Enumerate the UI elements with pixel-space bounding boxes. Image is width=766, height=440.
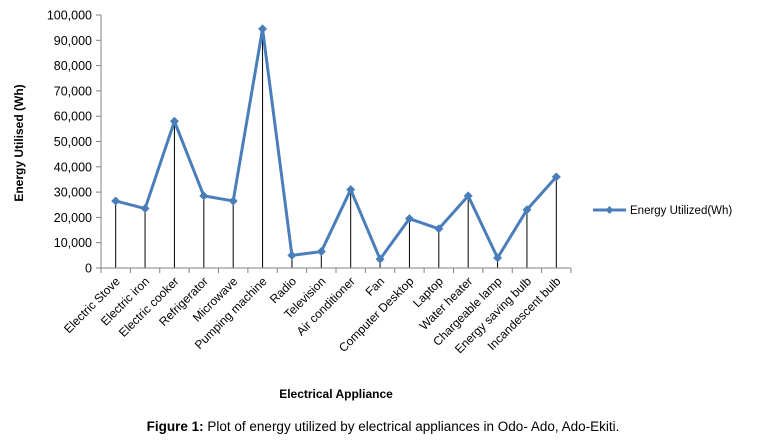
y-tick-label: 0 — [85, 262, 92, 276]
y-tick-label: 50,000 — [54, 135, 92, 149]
series-markers — [111, 24, 561, 264]
x-axis-label: Electrical Appliance — [279, 387, 393, 401]
legend-label: Energy Utilized(Wh) — [630, 205, 732, 217]
caption-text: Plot of energy utilized by electrical ap… — [203, 419, 620, 434]
y-tick-label: 80,000 — [54, 59, 92, 73]
data-point — [434, 224, 444, 234]
data-point — [346, 185, 356, 195]
data-point — [258, 24, 268, 34]
data-point — [316, 247, 326, 257]
data-point — [551, 172, 561, 182]
data-point — [140, 204, 150, 214]
line-chart: 0 10,000 20,000 30,000 40,000 50,000 60,000 70,… — [12, 9, 732, 402]
data-point — [375, 254, 385, 264]
y-tick-label: 90,000 — [54, 34, 92, 48]
y-tick-label: 70,000 — [54, 84, 92, 98]
y-tick-label: 30,000 — [54, 186, 92, 200]
y-tick-label: 60,000 — [54, 110, 92, 124]
figure-caption: Figure 1: Plot of energy utilized by ele… — [0, 419, 766, 434]
y-tick-label: 100,000 — [47, 9, 92, 23]
caption-label: Figure 1: — [146, 419, 204, 434]
series-line — [115, 27, 558, 261]
data-point — [463, 191, 473, 201]
data-point — [404, 214, 414, 224]
legend: Energy Utilized(Wh) — [593, 205, 732, 217]
data-point — [199, 191, 209, 201]
data-point — [228, 196, 238, 206]
y-tick-label: 40,000 — [54, 160, 92, 174]
data-point — [522, 205, 532, 215]
x-tick-label: Fan — [363, 274, 388, 299]
drop-lines — [115, 28, 557, 268]
y-axis-label: Energy Utilised (Wh) — [12, 84, 26, 201]
y-tick-label: 10,000 — [54, 236, 92, 250]
data-point — [287, 250, 297, 260]
legend-marker — [605, 206, 614, 214]
y-axis-ticks: 0 10,000 20,000 30,000 40,000 50,000 60,000 70,… — [47, 9, 101, 276]
data-point — [111, 196, 121, 206]
y-tick-label: 20,000 — [54, 211, 92, 225]
data-point — [493, 253, 503, 263]
data-point — [169, 116, 179, 126]
